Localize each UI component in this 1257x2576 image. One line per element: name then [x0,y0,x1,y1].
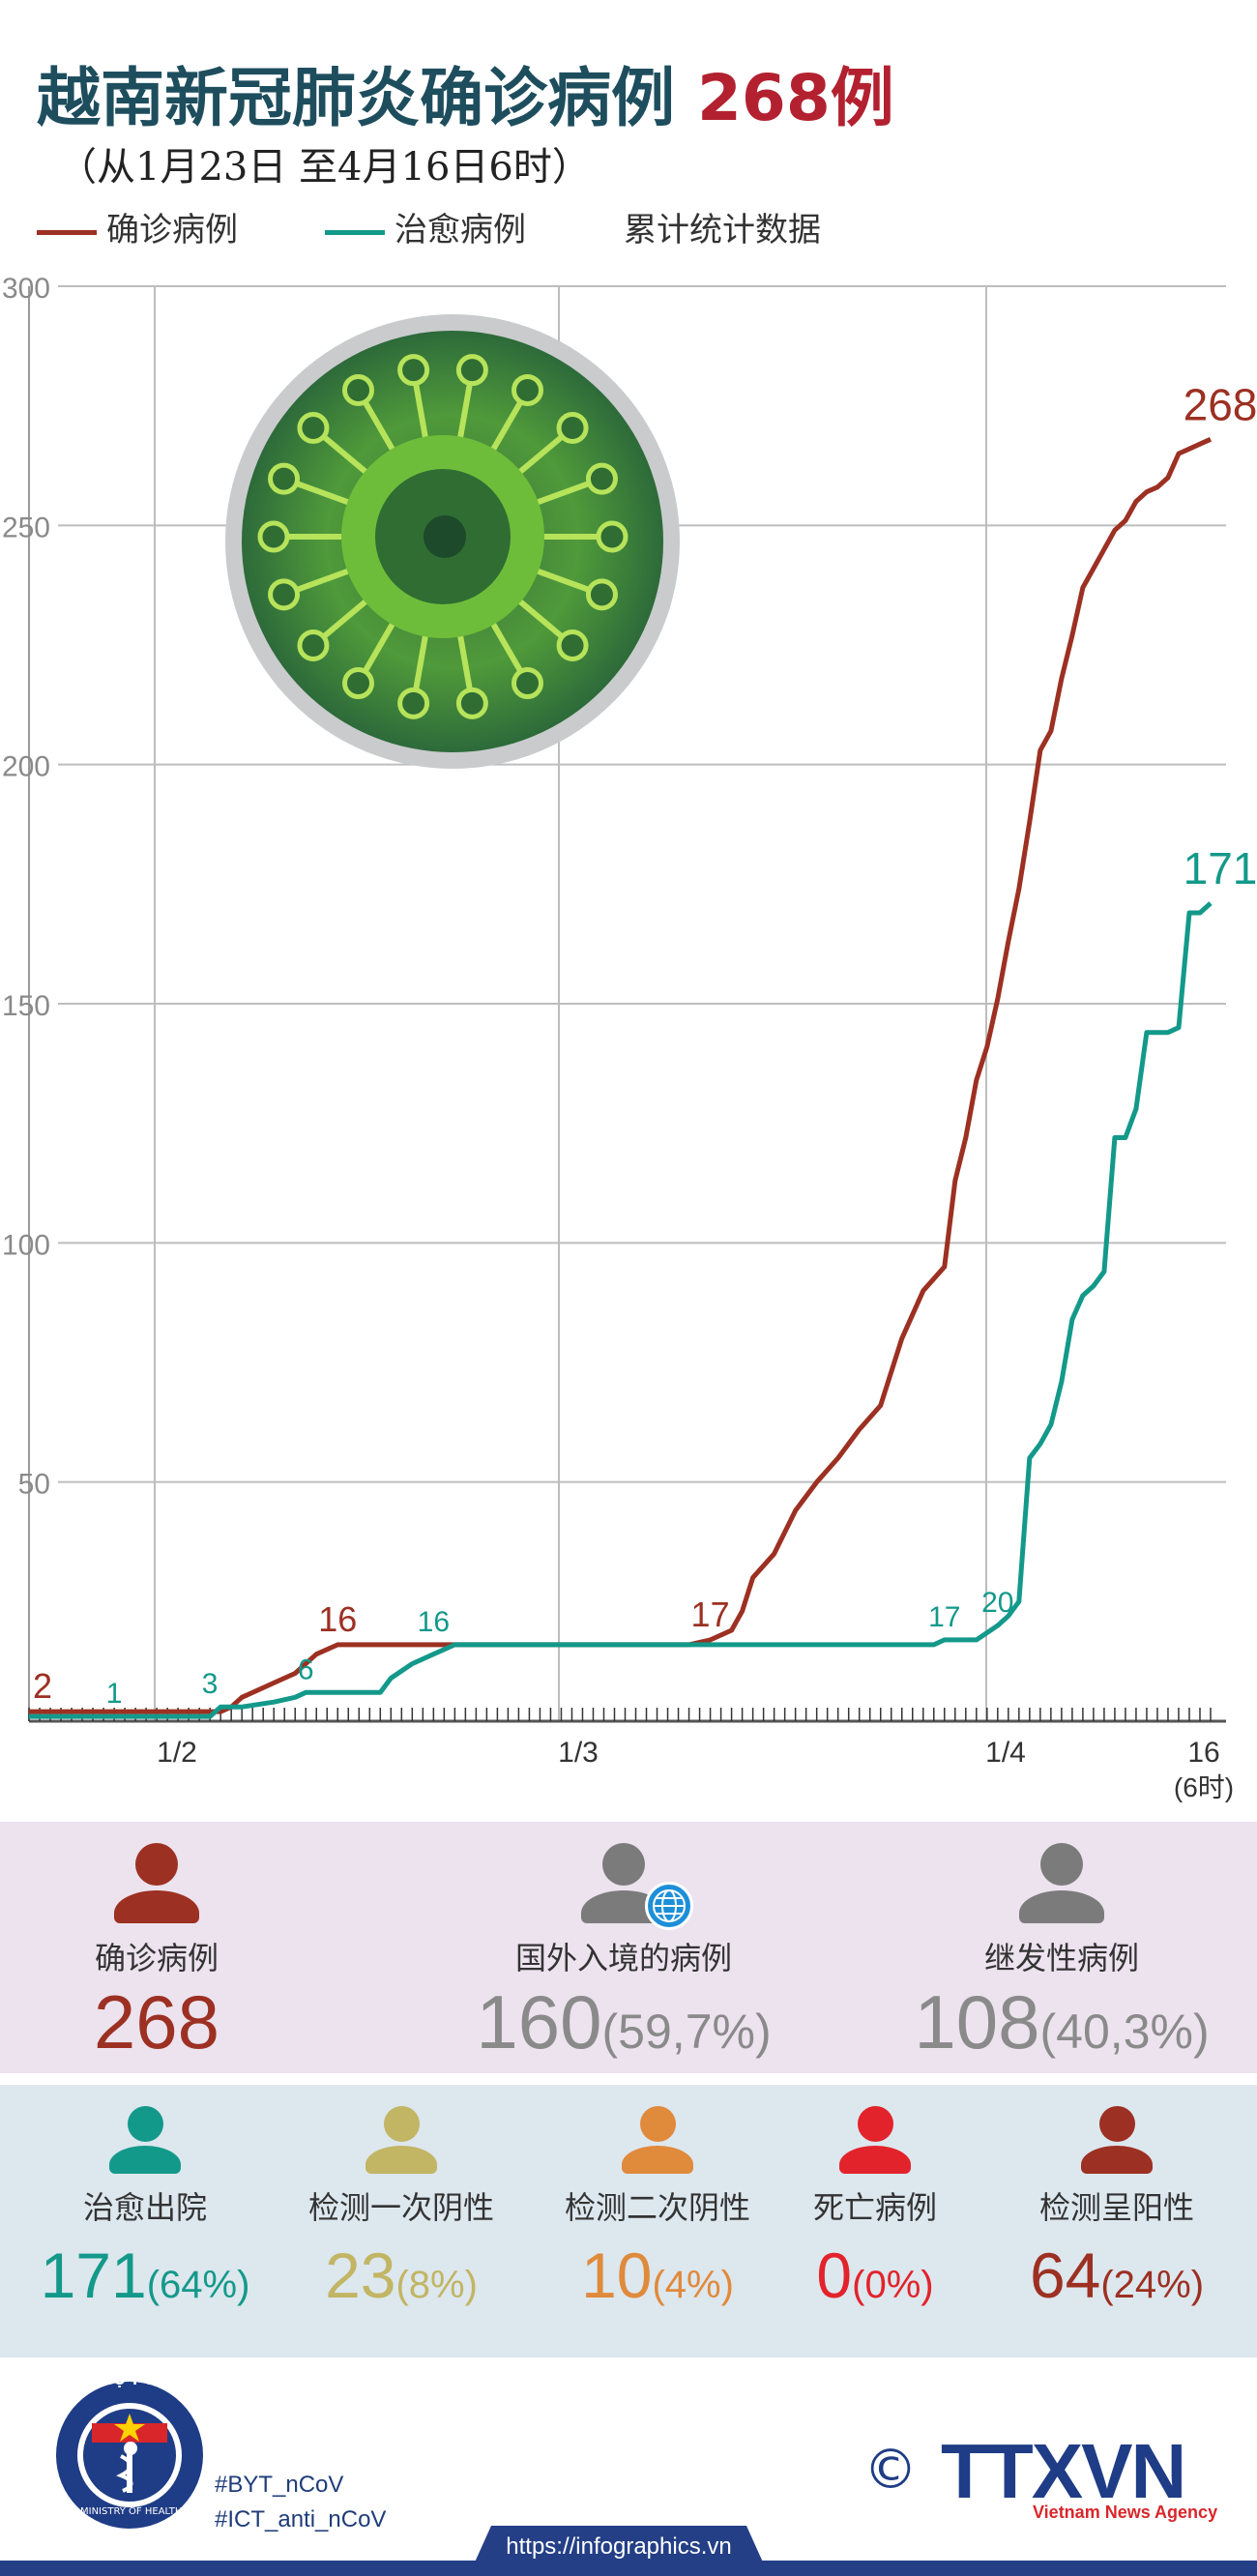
stat-item: 确诊病例 268 [2,1843,311,2060]
x-tick-label: 16 [1187,1737,1219,1769]
stat-item: 检测一次阴性 23(8%) [247,2106,556,2309]
stat-value: 0(0%) [720,2234,1030,2309]
data-annotation: 3 [202,1668,219,1700]
virus-image [225,314,680,769]
legend-swatch-recovered [325,229,385,235]
y-tick-label: 50 [18,1469,50,1501]
data-annotation: 16 [318,1599,357,1639]
legend-label-confirmed: 确诊病例 [106,211,238,249]
stat-label: 治愈出院 [82,2189,207,2227]
chart-grid [28,285,1226,1723]
stat-percent: (4%) [652,2264,734,2307]
stat-percent: (24%) [1100,2264,1205,2307]
stat-item: 检测呈阳性 64(24%) [962,2106,1257,2309]
stat-item: 检测二次阴性 10(4%) [503,2106,812,2309]
stat-number: 0 [816,2239,853,2312]
stat-label: 确诊病例 [94,1939,219,1976]
person-globe-icon [581,1843,693,1930]
stat-item: 继发性病例 108(40,3%) [907,1843,1216,2060]
stat-number: 171 [40,2239,147,2312]
x-tick-label: 1/2 [157,1737,197,1769]
series-line-recovered [29,901,1213,1719]
y-tick-label: 150 [2,990,50,1022]
y-tick-label: 250 [2,512,50,543]
legend-label-recovered: 治愈病例 [395,211,526,249]
person-icon [114,1843,199,1924]
logo-text-top: BỘ Y TẾ [103,2373,163,2388]
stat-label: 检测一次阴性 [307,2189,494,2227]
stat-number: 268 [93,1978,220,2064]
stat-label: 继发性病例 [983,1939,1139,1976]
stats-panel-outcomes: 治愈出院 171(64%) 检测一次阴性 23(8%) 检测二次阴性 10(4%) 死亡病例… [0,2085,1257,2357]
hashtag-ict[interactable]: #ICT_anti_nCoV [215,2506,387,2532]
y-tick-label: 300 [2,273,50,305]
person-icon [622,2106,693,2174]
data-annotation: 16 [418,1606,450,1638]
stat-value: 171(64%) [0,2234,300,2309]
x-tick-label: 1/3 [558,1737,599,1769]
person-icon [1019,1843,1104,1924]
stat-value: 108(40,3%) [907,1984,1216,2060]
person-icon [109,2106,181,2174]
stat-number: 10 [581,2239,653,2312]
data-annotation: 17 [691,1595,730,1634]
hashtag-byt[interactable]: #BYT_nCoV [215,2472,344,2498]
stat-item: 死亡病例 0(0%) [720,2106,1030,2309]
person-icon [365,2106,437,2174]
stat-percent: (0%) [852,2264,934,2307]
stat-percent: (59,7%) [601,2004,772,2059]
logo-text-bottom: MINISTRY OF HEALTH [80,2506,183,2517]
stat-percent: (8%) [395,2264,478,2307]
legend-recovered: 治愈病例 [325,203,526,250]
stat-item: 治愈出院 171(64%) [0,2106,300,2309]
legend-note: 累计统计数据 [624,211,821,249]
stat-number: 160 [476,1978,602,2064]
data-annotation: 6 [298,1654,314,1685]
data-annotation: 20 [981,1587,1013,1619]
globe-icon [645,1881,693,1930]
stat-label: 检测二次阴性 [564,2189,750,2227]
data-annotation: 17 [928,1601,960,1633]
stat-number: 64 [1029,2239,1101,2312]
stats-panel-cases: 确诊病例 268 国外入境的病例 160(59,7%) 继发性病例 108(40,3%) [0,1822,1257,2073]
website-link[interactable]: https://infographics.vn [474,2526,764,2564]
stat-label: 检测呈阳性 [1038,2189,1194,2227]
legend-confirmed: 确诊病例 [37,203,238,250]
stat-item: 国外入境的病例 160(59,7%) [469,1843,778,2060]
ministry-logo: BỘ Y TẾ MINISTRY OF HEALTH [53,2373,206,2532]
page-title: 越南新冠肺炎确诊病例 268例 [37,46,894,139]
stat-value: 160(59,7%) [469,1984,778,2060]
title-main: 越南新冠肺炎确诊病例 [37,61,675,135]
stat-label: 死亡病例 [812,2189,937,2227]
x-tick-label: 1/4 [985,1737,1026,1769]
stat-percent: (64%) [146,2264,250,2307]
legend-swatch-confirmed [37,229,97,235]
data-annotation: 1 [106,1678,123,1710]
stat-value: 23(8%) [247,2234,556,2309]
stat-number: 108 [914,1978,1040,2064]
footer-bar [0,2561,1257,2576]
series-end-label: 268 [1184,379,1257,429]
person-icon [1081,2106,1153,2174]
stat-number: 23 [325,2239,396,2312]
stat-percent: (40,3%) [1039,2004,1210,2059]
data-annotation: 2 [33,1666,52,1706]
agency-subtitle: Vietnam News Agency [1033,2503,1218,2522]
y-tick-label: 200 [2,751,50,783]
stat-value: 64(24%) [962,2234,1257,2309]
x-tick-note: (6时) [1174,1772,1234,1802]
stat-value: 10(4%) [503,2234,812,2309]
y-tick-label: 100 [2,1229,50,1261]
person-icon [839,2106,911,2174]
title-highlight: 268例 [696,61,894,135]
subtitle: （从1月23日 至4月16日6时） [58,145,591,190]
stat-value: 268 [2,1984,311,2060]
ttxvn-logo: TTXVN [941,2428,1186,2514]
copyright-symbol: © [863,2439,918,2502]
series-line-confirmed [29,437,1213,1714]
series-end-label: 171 [1184,843,1257,893]
stat-label: 国外入境的病例 [514,1939,732,1976]
